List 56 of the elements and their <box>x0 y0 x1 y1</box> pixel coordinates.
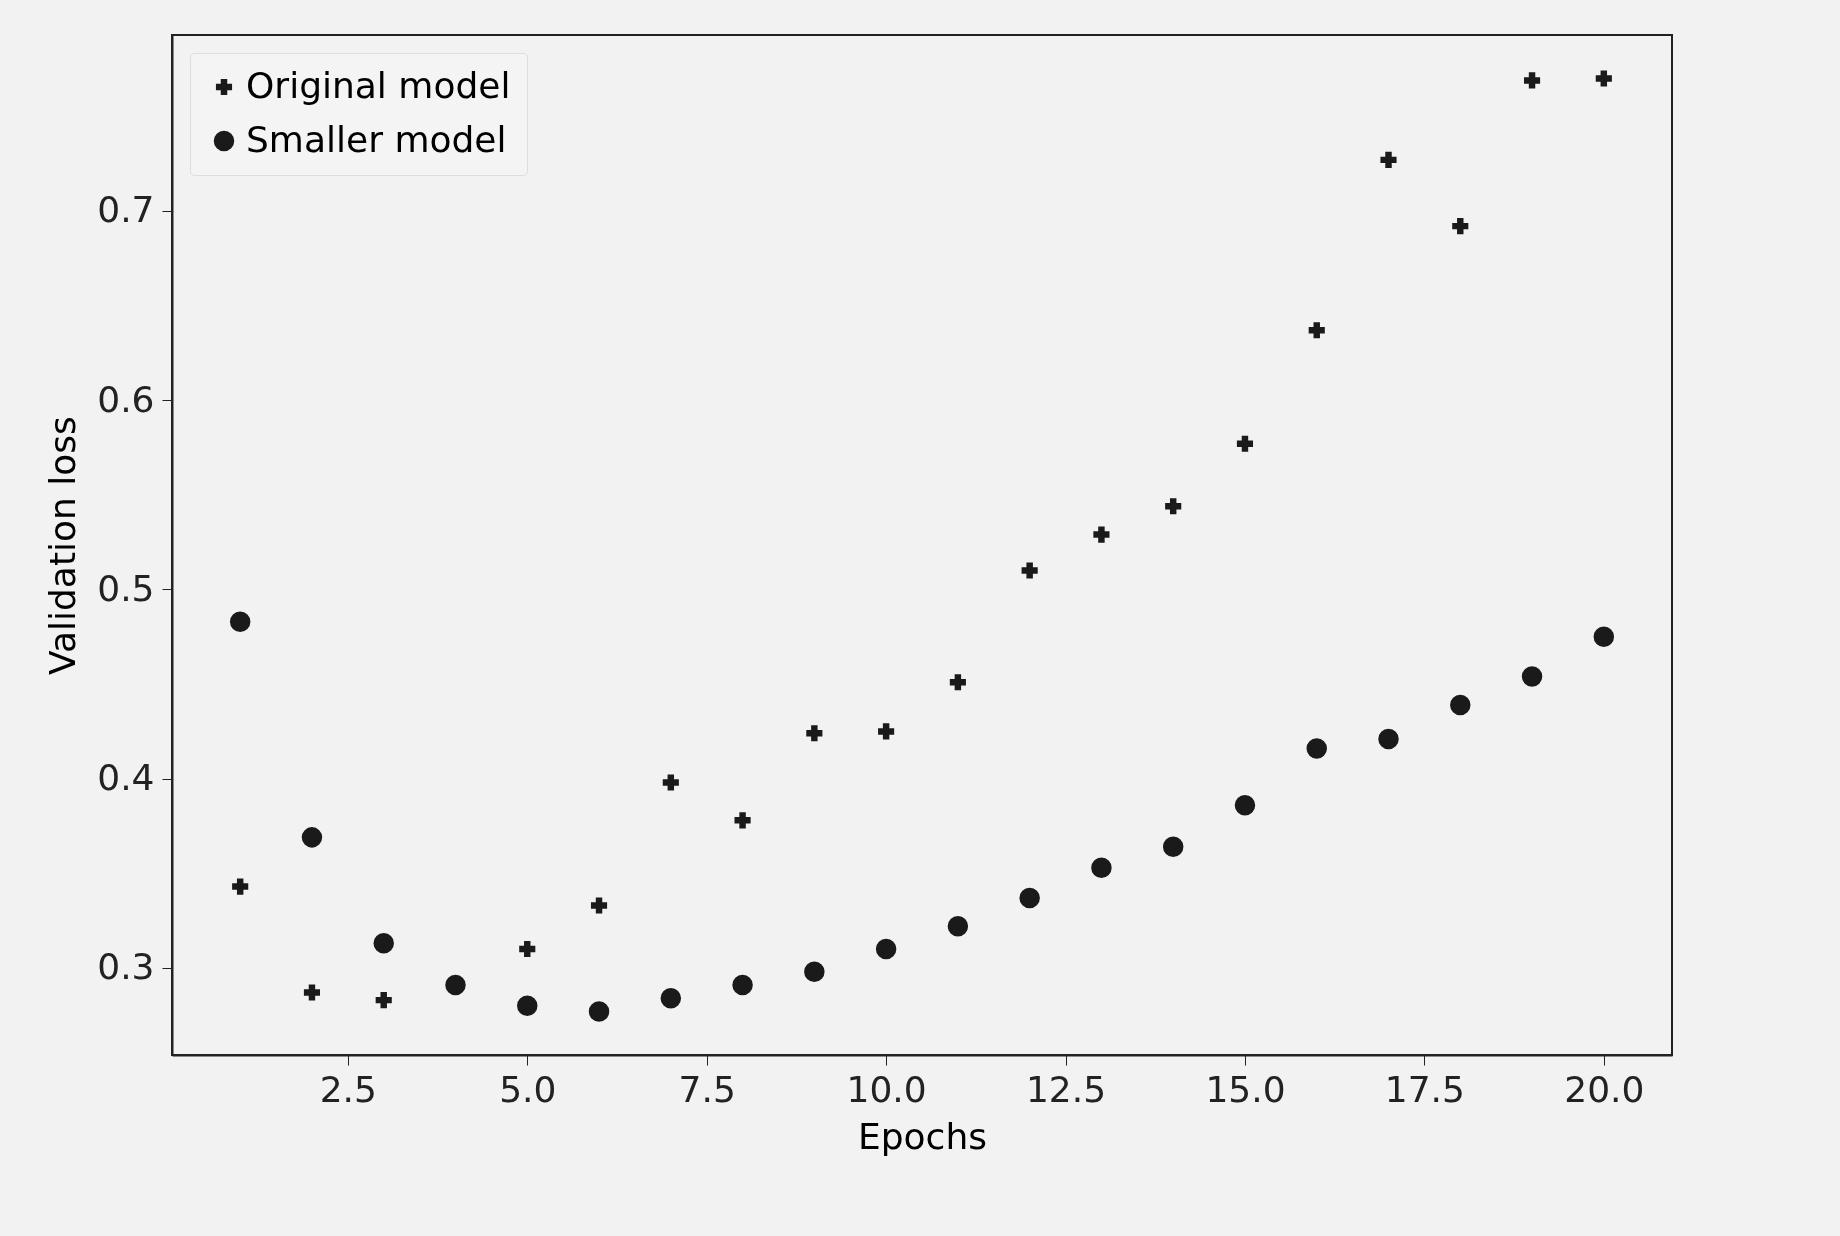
y-tick-label: 0.3 <box>97 946 155 988</box>
point <box>1162 836 1184 858</box>
point <box>1093 526 1110 543</box>
point <box>878 723 895 740</box>
point <box>734 812 751 829</box>
point <box>1165 498 1182 515</box>
point <box>947 916 969 937</box>
point <box>1521 666 1543 687</box>
point <box>806 725 823 742</box>
point <box>303 984 321 1001</box>
x-tick-label: 2.5 <box>319 1068 377 1110</box>
point <box>662 774 679 791</box>
x-tick-label: 5.0 <box>499 1068 557 1110</box>
point <box>1021 562 1038 579</box>
point <box>1236 435 1254 452</box>
x-axis-title: Epochs <box>858 1115 987 1157</box>
x-tick-label: 7.5 <box>678 1068 736 1110</box>
point <box>732 974 753 996</box>
point <box>1450 694 1471 716</box>
x-tick-label: 17.5 <box>1384 1068 1465 1110</box>
y-tick-label: 0.4 <box>97 757 155 799</box>
x-tick-label: 15.0 <box>1205 1068 1286 1110</box>
point <box>301 827 323 848</box>
y-tick-label: 0.7 <box>97 189 155 231</box>
point <box>1380 151 1397 168</box>
point <box>375 992 392 1009</box>
point <box>1593 626 1615 648</box>
point <box>1234 794 1256 816</box>
point <box>373 933 394 954</box>
point <box>1523 72 1541 89</box>
legend-label: Original model <box>246 65 511 106</box>
point <box>588 1001 610 1022</box>
x-tick-label: 10.0 <box>846 1068 927 1110</box>
y-tick-label: 0.6 <box>97 378 155 420</box>
point <box>1378 728 1399 750</box>
y-tick-label: 0.5 <box>97 567 155 609</box>
x-tick-label: 20.0 <box>1564 1068 1645 1110</box>
point <box>804 961 825 982</box>
legend-label: Smaller model <box>246 119 507 160</box>
point <box>229 611 251 632</box>
point <box>1308 322 1325 339</box>
point <box>445 974 466 996</box>
point <box>232 878 249 895</box>
point <box>1452 218 1469 235</box>
point <box>590 897 608 914</box>
y-axis-title: Validation loss <box>42 416 84 675</box>
x-tick-label: 12.5 <box>1025 1068 1107 1110</box>
point <box>949 674 966 691</box>
point <box>660 988 682 1009</box>
point <box>1019 887 1040 909</box>
point <box>1595 70 1612 87</box>
point <box>1306 738 1327 759</box>
point <box>875 938 897 960</box>
point <box>517 995 538 1017</box>
point <box>519 940 536 958</box>
point <box>1091 857 1112 878</box>
